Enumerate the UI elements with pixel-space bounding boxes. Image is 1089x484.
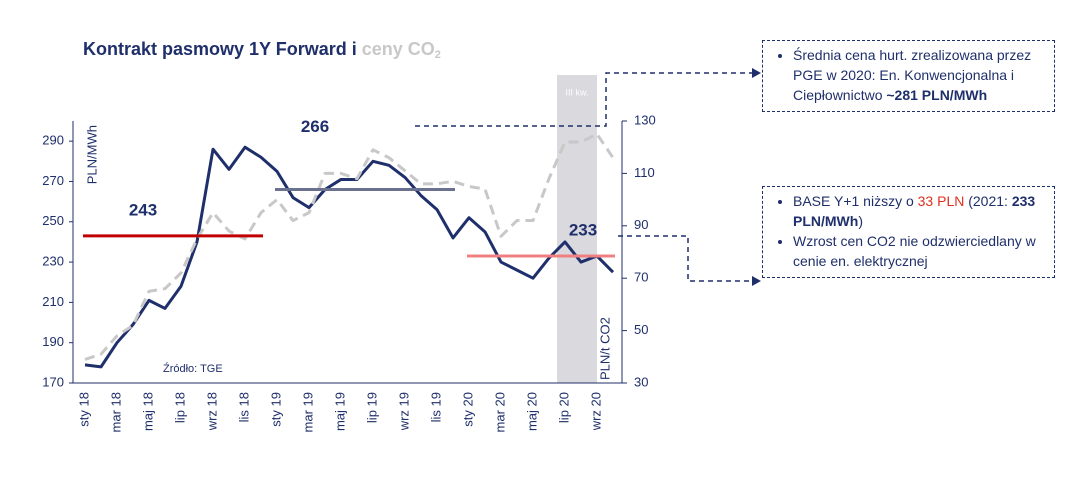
note-item: BASE Y+1 niższy o 33 PLN (2021: 233 PLN/…	[793, 191, 1046, 231]
x-tick-label: maj 19	[332, 392, 347, 431]
note-text: Średnia cena hurt. zrealizowana przez PG…	[793, 47, 1032, 103]
y2-tick-label: 90	[634, 217, 648, 232]
y-tick-label: 190	[42, 334, 64, 349]
chart-title: Kontrakt pasmowy 1Y Forward i ceny CO2	[83, 39, 441, 61]
y2-tick-label: 130	[634, 112, 656, 127]
note-text: Wzrost cen CO2 nie odzwierciedlany w cen…	[793, 233, 1036, 269]
note-text: 33 PLN	[917, 193, 965, 209]
x-tick-label: mar 19	[300, 392, 315, 432]
y-tick-label: 290	[42, 133, 64, 148]
source: Źródło: TGE	[163, 362, 223, 375]
y2-axis-label: PLN/t CO2	[597, 317, 612, 380]
y-tick-label: 170	[42, 374, 64, 389]
y-tick-label: 210	[42, 294, 64, 309]
note-box: BASE Y+1 niższy o 33 PLN (2021: 233 PLN/…	[762, 186, 1055, 278]
x-tick-label: wrz 18	[204, 392, 219, 431]
reference-label: 243	[129, 200, 157, 219]
x-tick-label: lip 19	[364, 392, 379, 423]
x-tick-label: wrz 19	[396, 392, 411, 431]
x-tick-label: lis 18	[236, 392, 251, 422]
highlight-label: III kw.	[565, 87, 588, 97]
note-text: )	[858, 213, 863, 229]
x-tick-label: sty 20	[460, 392, 475, 427]
series-line	[84, 132, 615, 361]
y2-tick-label: 30	[634, 374, 648, 389]
x-tick-label: mar 20	[492, 392, 507, 432]
reference-label: 233	[569, 221, 597, 240]
y2-tick-label: 70	[634, 270, 648, 285]
series-line	[84, 145, 615, 369]
x-tick-label: wrz 20	[588, 392, 603, 431]
y-axis-label: PLN/MWh	[84, 125, 99, 184]
reference-label: 266	[301, 117, 329, 136]
title-subscript: 2	[435, 49, 441, 61]
y2-tick-label: 50	[634, 322, 648, 337]
note-item: Średnia cena hurt. zrealizowana przez PG…	[793, 45, 1046, 105]
x-tick-label: maj 18	[140, 392, 155, 431]
note-text: ~281 PLN/MWh	[886, 87, 988, 103]
title-main: Kontrakt pasmowy 1Y Forward i	[83, 39, 357, 59]
y-tick-label: 230	[42, 254, 64, 269]
y2-tick-label: 110	[634, 165, 655, 180]
x-tick-label: lis 19	[428, 392, 443, 422]
note-item: Wzrost cen CO2 nie odzwierciedlany w cen…	[793, 231, 1046, 271]
connector	[618, 235, 752, 282]
x-tick-label: sty 18	[76, 392, 91, 427]
y-tick-label: 250	[42, 213, 64, 228]
note-list: Średnia cena hurt. zrealizowana przez PG…	[771, 45, 1046, 105]
x-tick-label: mar 18	[108, 392, 123, 432]
x-tick-label: maj 20	[524, 392, 539, 431]
x-tick-label: lip 20	[556, 392, 571, 423]
arrow-head	[752, 68, 761, 78]
arrow-head	[752, 276, 761, 286]
note-text: (2021:	[964, 193, 1012, 209]
y-tick-label: 270	[42, 173, 64, 188]
x-tick-label: sty 19	[268, 392, 283, 427]
note-text: BASE Y+1 niższy o	[793, 193, 918, 209]
x-tick-label: lip 18	[172, 392, 187, 423]
note-text: 233 PLN/MWh	[793, 193, 1036, 229]
note-list: BASE Y+1 niższy o 33 PLN (2021: 233 PLN/…	[771, 191, 1046, 271]
connector	[415, 72, 752, 127]
title-highlight: ceny CO	[362, 39, 435, 59]
note-box: Średnia cena hurt. zrealizowana przez PG…	[762, 40, 1055, 112]
